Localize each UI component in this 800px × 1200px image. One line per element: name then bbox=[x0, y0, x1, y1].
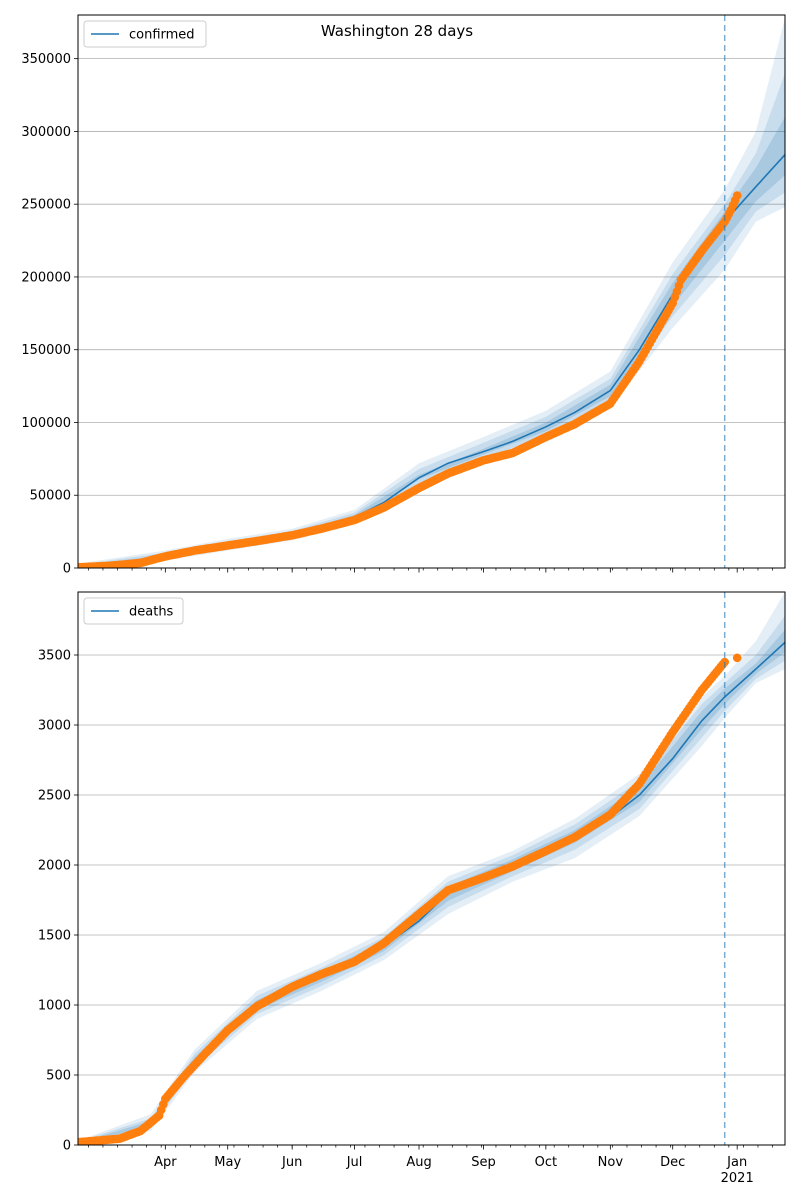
x-tick-label: Aug bbox=[406, 1155, 431, 1170]
x-tick-label: Jan bbox=[726, 1155, 747, 1170]
x-tick-label: Jun bbox=[281, 1155, 302, 1170]
y-tick-label: 200000 bbox=[21, 270, 71, 285]
legend-box bbox=[83, 20, 207, 48]
legend: deaths bbox=[83, 597, 184, 625]
x-tick-label: Apr bbox=[154, 1155, 177, 1170]
y-tick-label: 3500 bbox=[38, 649, 71, 664]
deaths-panel: 0 500 1000 1500 2000 2500 3000 3500 Apr May Jun Jul… bbox=[38, 591, 786, 1186]
y-tick-label: 350000 bbox=[21, 52, 71, 67]
legend-label: deaths bbox=[129, 605, 174, 620]
uncertainty-band bbox=[78, 116, 785, 568]
y-tick-label: 1500 bbox=[38, 929, 71, 944]
legend: confirmed bbox=[83, 20, 207, 48]
y-tick-label: 50000 bbox=[30, 489, 71, 504]
y-tick-label: 100000 bbox=[21, 416, 71, 431]
y-tick-label: 3000 bbox=[38, 719, 71, 734]
y-tick-label: 2500 bbox=[38, 789, 71, 804]
y-tick-label: 250000 bbox=[21, 198, 71, 213]
confirmed-panel: 0 50000 100000 150000 200000 250000 300000 3500… bbox=[21, 14, 786, 577]
y-tick-label: 150000 bbox=[21, 343, 71, 358]
plot-area bbox=[78, 592, 785, 1145]
y-tick-label: 2000 bbox=[38, 859, 71, 874]
y-tick-label: 0 bbox=[63, 562, 71, 577]
uncertainty-band bbox=[78, 73, 785, 568]
y-tick-label: 0 bbox=[63, 1139, 71, 1154]
x-tick-label: 2021 bbox=[721, 1171, 754, 1186]
observed-point bbox=[732, 653, 742, 663]
x-tick-label: Nov bbox=[598, 1155, 624, 1170]
y-tick-label: 1000 bbox=[38, 999, 71, 1014]
x-tick-label: Oct bbox=[535, 1155, 557, 1170]
x-tick-label: Dec bbox=[660, 1155, 685, 1170]
x-tick-label: May bbox=[214, 1155, 241, 1170]
axes-frame bbox=[77, 14, 786, 569]
figure-title: Washington 28 days bbox=[321, 22, 473, 40]
legend-label: confirmed bbox=[129, 28, 195, 43]
axes-frame bbox=[77, 591, 786, 1146]
y-tick-label: 500 bbox=[46, 1069, 71, 1084]
model-line bbox=[78, 154, 785, 568]
x-tick-label: Sep bbox=[471, 1155, 496, 1170]
legend-box bbox=[83, 597, 184, 625]
plot-area bbox=[78, 17, 785, 568]
uncertainty-band bbox=[78, 592, 785, 1145]
observed-point bbox=[732, 191, 742, 200]
y-tick-label: 300000 bbox=[21, 125, 71, 140]
x-tick-label: Jul bbox=[346, 1155, 363, 1170]
